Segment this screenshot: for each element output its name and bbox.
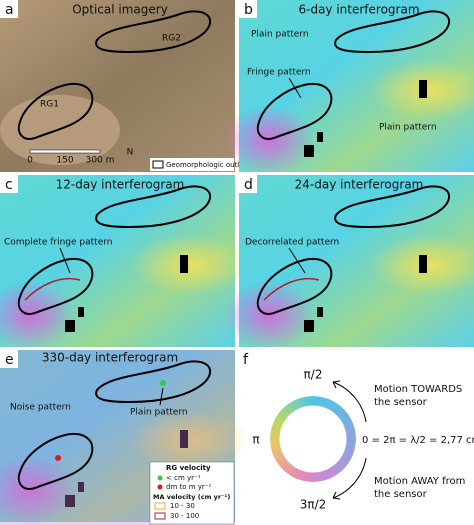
panel-title: Optical imagery [72, 3, 168, 17]
legend-label: dm to m yr⁻¹ [166, 483, 211, 491]
legend-label: Geomorphologic outline [166, 161, 250, 169]
panel-title: 6-day interferogram [298, 3, 419, 17]
panel-title: 24-day interferogram [295, 178, 424, 192]
annotation: RG2 [162, 34, 181, 44]
annotation: RG1 [40, 100, 59, 110]
panel-a: a Optical imagery RG2 RG1 0 150 300 m N … [0, 0, 250, 172]
arrow [159, 387, 164, 406]
annotation: Fringe pattern [247, 68, 311, 78]
panel-b: b 6-day interferogram Plain pattern Frin… [224, 0, 474, 175]
annotation: the sensor [374, 397, 428, 408]
panel-label: b [244, 2, 253, 18]
panel-title: 12-day interferogram [56, 178, 185, 192]
panel-d: d 24-day interferogram Decorrelated patt… [224, 175, 474, 350]
panel-label: c [5, 177, 13, 193]
arrow [288, 247, 306, 274]
arrow [288, 77, 302, 99]
wheel-label: π [252, 433, 259, 447]
panel-label: e [5, 352, 14, 368]
annotation: Motion TOWARDS [374, 384, 462, 395]
legend-label: 10 - 30 [170, 502, 195, 510]
panel-e: e 330-day interferogram Noise pattern Pl… [0, 350, 250, 525]
equation: 0 = 2π = λ/2 = 2,77 cm [362, 435, 474, 446]
scale-label: 0 [27, 156, 33, 166]
panel-c: c 12-day interferogram Complete fringe p… [0, 175, 250, 350]
annotation: Complete fringe pattern [4, 238, 113, 248]
panel-label: f [243, 352, 249, 368]
legend-title: MA velocity (cm yr⁻¹) [153, 493, 230, 501]
wheel-label: 3π/2 [300, 498, 327, 512]
panel-f: f π/2 π 3π/2 0 = 2π = λ/2 = 2,77 cm Moti… [239, 350, 474, 512]
north-arrow: N [127, 148, 134, 158]
phase-wheel [270, 396, 356, 482]
annotation: Plain pattern [379, 123, 437, 133]
arrow [59, 247, 71, 274]
scale-label: 300 m [86, 156, 115, 166]
wheel-label: π/2 [304, 368, 323, 382]
annotation: Plain pattern [251, 30, 309, 40]
panel-label: a [5, 2, 14, 18]
annotation: the sensor [374, 489, 428, 500]
panel-title: 330-day interferogram [42, 351, 178, 365]
annotation: Noise pattern [10, 403, 71, 413]
annotation: Plain pattern [130, 408, 188, 418]
legend-label: 30 - 100 [170, 512, 199, 520]
legend-title: RG velocity [166, 464, 211, 472]
scale-label: 150 [56, 156, 73, 166]
legend-label: < cm yr⁻¹ [166, 474, 201, 482]
panel-label: d [244, 177, 253, 193]
annotation: Decorrelated pattern [245, 238, 339, 248]
annotation: Motion AWAY from [374, 476, 465, 487]
